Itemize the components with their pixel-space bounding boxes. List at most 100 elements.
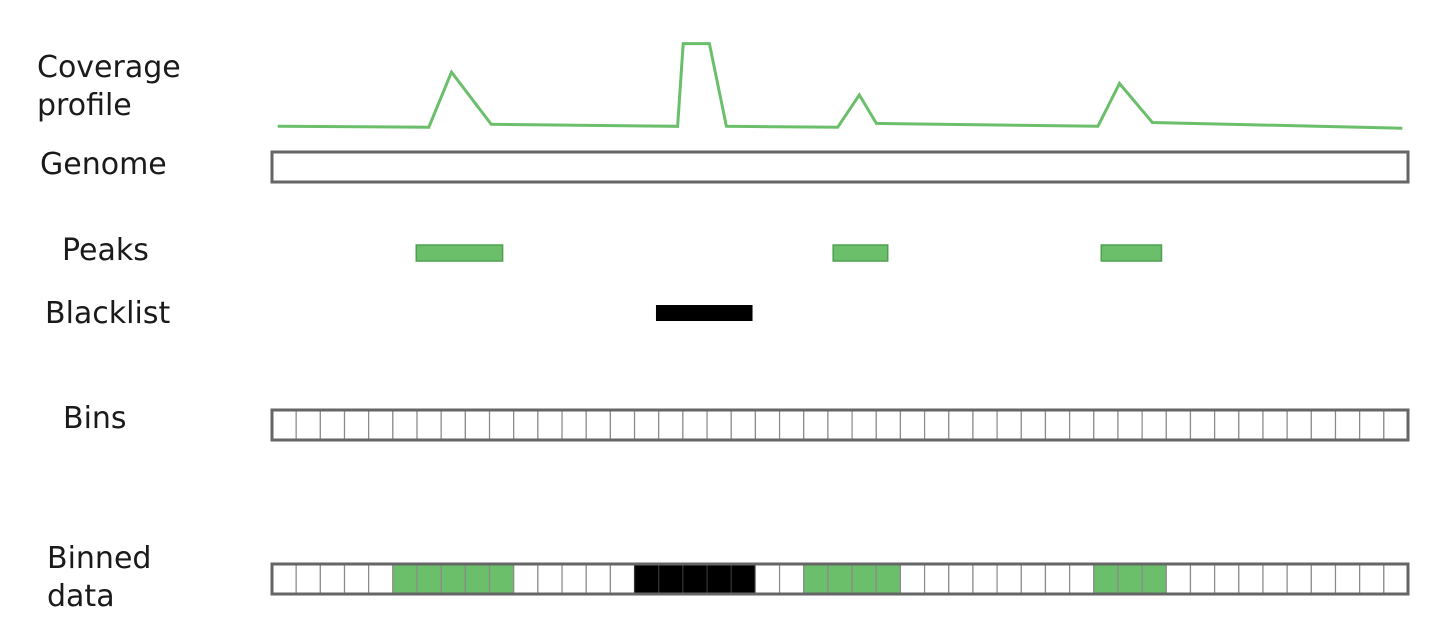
binned-cell bbox=[682, 563, 708, 595]
peak-region bbox=[415, 244, 504, 262]
binned-cell bbox=[1189, 563, 1216, 595]
binned-cell bbox=[368, 563, 394, 595]
bin-cell bbox=[1044, 409, 1071, 441]
binned-cell bbox=[488, 563, 515, 595]
binned-cell bbox=[295, 563, 321, 595]
binned-cell bbox=[392, 563, 418, 595]
bin-cell bbox=[1310, 409, 1337, 441]
blacklist-region bbox=[655, 305, 753, 321]
bin-cell bbox=[1262, 409, 1288, 441]
bin-cell bbox=[271, 409, 297, 441]
bin-cell bbox=[440, 409, 466, 441]
bin-cell bbox=[561, 409, 587, 441]
binned-cell bbox=[1359, 563, 1385, 595]
binned-cell bbox=[730, 563, 757, 595]
binned-cell bbox=[585, 563, 611, 595]
binned-cell bbox=[778, 563, 805, 595]
binned-cell bbox=[440, 563, 466, 595]
genome-bar bbox=[270, 150, 1410, 184]
binned-data-label: Binned data bbox=[47, 541, 152, 614]
bin-cell bbox=[1383, 409, 1409, 441]
bin-cell bbox=[851, 409, 877, 441]
peak-region bbox=[1100, 244, 1163, 262]
binned-cell bbox=[513, 563, 539, 595]
binned-cell bbox=[537, 563, 563, 595]
binned-cell bbox=[923, 563, 950, 595]
genome-track bbox=[270, 150, 1410, 184]
bin-cell bbox=[464, 409, 491, 441]
blacklist-label: Blacklist bbox=[45, 296, 171, 331]
coverage-profile-track bbox=[277, 42, 1403, 130]
binned-cell bbox=[1165, 563, 1192, 595]
peak-region bbox=[832, 244, 889, 262]
bin-cell bbox=[899, 409, 926, 441]
coverage-profile-line bbox=[277, 42, 1403, 130]
binned-data-frame bbox=[270, 562, 1410, 596]
binned-cell bbox=[1069, 563, 1095, 595]
bin-cell bbox=[1334, 409, 1361, 441]
binned-cell bbox=[827, 563, 853, 595]
bin-cell bbox=[319, 409, 346, 441]
binned-cell bbox=[875, 563, 902, 595]
binned-cell bbox=[754, 563, 781, 595]
binned-data-track bbox=[270, 562, 1410, 596]
bin-cell bbox=[1359, 409, 1385, 441]
bins-frame bbox=[270, 408, 1410, 442]
peaks-label: Peaks bbox=[62, 233, 149, 268]
bin-cell bbox=[948, 409, 974, 441]
binned-cell bbox=[271, 563, 297, 595]
genome-label: Genome bbox=[40, 147, 167, 182]
binned-cell bbox=[1262, 563, 1288, 595]
bin-cell bbox=[1093, 409, 1119, 441]
coverage-profile-label: Coverage profile bbox=[37, 50, 181, 123]
binned-cell bbox=[1117, 563, 1143, 595]
binned-cell bbox=[1238, 563, 1264, 595]
bin-cell bbox=[923, 409, 950, 441]
binned-cell bbox=[1141, 563, 1167, 595]
binned-cell bbox=[803, 563, 829, 595]
binned-cell bbox=[658, 563, 684, 595]
binned-cell bbox=[1334, 563, 1361, 595]
binned-cell bbox=[561, 563, 587, 595]
bin-cell bbox=[658, 409, 684, 441]
binned-cell bbox=[464, 563, 491, 595]
bin-cell bbox=[1141, 409, 1167, 441]
binned-cell bbox=[319, 563, 346, 595]
bin-cell bbox=[778, 409, 805, 441]
binned-cell bbox=[1044, 563, 1071, 595]
bin-cell bbox=[875, 409, 902, 441]
bin-cell bbox=[537, 409, 563, 441]
bin-cell bbox=[1165, 409, 1192, 441]
blacklist-track bbox=[655, 305, 753, 321]
bins-track bbox=[270, 408, 1410, 442]
bin-cell bbox=[1020, 409, 1047, 441]
binned-cell bbox=[609, 563, 636, 595]
bin-cell bbox=[996, 409, 1022, 441]
bin-cell bbox=[1069, 409, 1095, 441]
peaks-track bbox=[415, 244, 1163, 262]
bin-cell bbox=[827, 409, 853, 441]
bin-cell bbox=[803, 409, 829, 441]
binned-cell bbox=[1093, 563, 1119, 595]
bin-cell bbox=[633, 409, 660, 441]
binned-cell bbox=[1310, 563, 1337, 595]
binned-cell bbox=[633, 563, 660, 595]
bin-cell bbox=[730, 409, 757, 441]
bin-cell bbox=[343, 409, 370, 441]
bin-cell bbox=[609, 409, 636, 441]
bin-cell bbox=[295, 409, 321, 441]
bin-cell bbox=[513, 409, 539, 441]
bin-cell bbox=[1214, 409, 1240, 441]
binned-cell bbox=[1383, 563, 1409, 595]
bin-cell bbox=[488, 409, 515, 441]
bin-cell bbox=[416, 409, 442, 441]
binned-cell bbox=[416, 563, 442, 595]
binned-cell bbox=[948, 563, 974, 595]
bin-cell bbox=[1286, 409, 1312, 441]
bin-cell bbox=[706, 409, 732, 441]
binned-cell bbox=[706, 563, 732, 595]
bin-cell bbox=[754, 409, 781, 441]
bin-cell bbox=[1189, 409, 1216, 441]
binned-cell bbox=[972, 563, 998, 595]
